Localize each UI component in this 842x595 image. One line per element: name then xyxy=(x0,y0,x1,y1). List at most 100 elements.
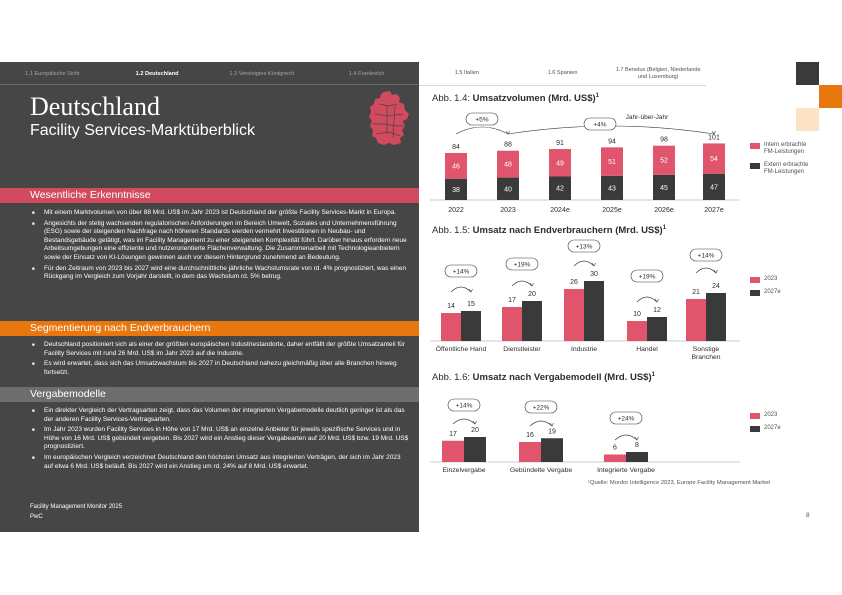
bar-extern xyxy=(601,175,623,200)
x-tick-label: Dienstleister xyxy=(503,346,541,353)
corner-square xyxy=(819,85,842,108)
x-tick-label: 2022 xyxy=(448,207,464,214)
bar-intern xyxy=(549,149,571,177)
growth-bubble xyxy=(689,248,723,262)
bar-value-label: 6 xyxy=(613,445,617,452)
legend-swatch xyxy=(750,163,760,169)
yoy-label: Jahr-über-Jahr xyxy=(626,114,669,121)
list-item: Im europäischen Vergleich verzeichnet De… xyxy=(30,454,410,471)
growth-arc xyxy=(573,260,595,267)
bar-value-label: 20 xyxy=(528,291,536,298)
bar-value-label: 45 xyxy=(660,185,668,192)
bar-value-label: 46 xyxy=(452,163,460,170)
chart-title-umsatzvolumen: Abb. 1.4: Umsatzvolumen (Mrd. US$)1 xyxy=(432,93,600,105)
growth-label: +4% xyxy=(593,122,606,129)
bar-extern xyxy=(445,178,467,200)
tab-frankreich[interactable]: 1.4 Frankreich xyxy=(348,71,385,77)
growth-arc xyxy=(450,286,472,293)
bar-value-label: 15 xyxy=(467,301,475,308)
bar-2023 xyxy=(604,454,626,462)
section-heading-segmentierung: Segmentierung nach Endverbrauchern xyxy=(0,321,419,336)
bullet-list-segmentierung: Deutschland positioniert sich als einer … xyxy=(30,341,410,379)
list-item: Mit einem Marktvolumen von über 88 Mrd. … xyxy=(30,209,410,218)
page-title: Deutschland xyxy=(30,92,160,121)
arrow-head xyxy=(472,420,477,425)
corner-square xyxy=(796,62,819,85)
growth-bubble xyxy=(524,400,558,414)
growth-arc xyxy=(636,296,658,303)
tab-europaeische-sicht[interactable]: 1.1 Europäische Sicht xyxy=(25,71,80,77)
x-tick-label: Öffentliche Hand xyxy=(436,345,487,353)
bar-value-label: 17 xyxy=(508,297,516,304)
growth-arc xyxy=(511,280,533,287)
x-tick-label: Sonstige xyxy=(693,346,720,353)
legend-item: 2027e xyxy=(750,425,781,432)
tab-benelux[interactable]: 1.7 Benelux (Belgien, Niederlande und Lu… xyxy=(615,67,701,80)
bar-value-label: 16 xyxy=(526,432,534,439)
growth-bubble xyxy=(447,398,481,412)
legend-item: Extern erbrachte FM-Leistungen xyxy=(750,162,814,176)
bar-value-label: 47 xyxy=(710,184,718,191)
legend-chart1: Intern erbrachte FM-Leistungen Extern er… xyxy=(750,142,814,182)
growth-label: +13% xyxy=(576,244,593,251)
arrow-head xyxy=(549,422,554,427)
bar-2023 xyxy=(564,289,584,341)
arrow-head xyxy=(529,282,534,287)
legend-item: Intern erbrachte FM-Leistungen xyxy=(750,142,814,156)
bar-intern xyxy=(703,143,725,174)
growth-bubble xyxy=(583,117,617,131)
bar-2023 xyxy=(627,321,647,341)
growth-bubble xyxy=(609,411,643,425)
growth-arc xyxy=(695,267,717,274)
page-number: 8 xyxy=(806,512,810,519)
tab-spanien[interactable]: 1.6 Spanien xyxy=(547,70,578,77)
x-tick-label: Gebündelte Vergabe xyxy=(510,467,573,474)
legend-item: 2023 xyxy=(750,276,781,283)
growth-bubble xyxy=(567,239,601,253)
growth-label: +14% xyxy=(453,269,470,276)
chart-title-vergabemodell: Abb. 1.6: Umsatz nach Vergabemodell (Mrd… xyxy=(432,372,655,384)
chart-title-endverbraucher: Abb. 1.5: Umsatz nach Endverbrauchern (M… xyxy=(432,225,667,237)
bar-value-label: 20 xyxy=(471,427,479,434)
arrow-head xyxy=(468,288,473,293)
legend-item: 2027e xyxy=(750,289,781,296)
growth-label: +22% xyxy=(533,405,550,412)
bar-2023 xyxy=(686,299,706,341)
source-note: ¹Quelle: Mordor Intelligence 2023, Europ… xyxy=(588,480,771,486)
growth-label: +5% xyxy=(475,117,488,124)
corner-square xyxy=(796,108,819,131)
bar-value-label: 10 xyxy=(633,311,641,318)
legend-swatch xyxy=(750,426,760,432)
x-tick-label: Einzelvergabe xyxy=(442,467,485,474)
x-tick-label: 2027e xyxy=(704,207,724,214)
bar-2027e xyxy=(541,438,563,462)
tab-vereinigtes-koenigreich[interactable]: 1.3 Vereinigtes Königreich xyxy=(229,71,295,77)
growth-arc xyxy=(529,420,553,427)
bar-2027e xyxy=(584,281,604,341)
arrow-head xyxy=(591,262,596,267)
bar-2027e xyxy=(706,293,726,341)
legend-chart3: 2023 2027e xyxy=(750,412,781,438)
x-tick-label: 2025e xyxy=(602,207,622,214)
bar-2027e xyxy=(626,452,648,462)
bar-2027e xyxy=(464,437,486,462)
bar-value-label: 17 xyxy=(449,431,457,438)
list-item: Im Jahr 2023 wurden Facility Services in… xyxy=(30,426,410,452)
bar-2023 xyxy=(519,442,541,462)
bar-value-label: 52 xyxy=(660,158,668,165)
growth-bubble xyxy=(444,264,478,278)
bar-value-label: 21 xyxy=(692,289,700,296)
x-tick-label: Industrie xyxy=(571,346,597,353)
list-item: Es wird erwartet, dass sich das Umsatzwa… xyxy=(30,360,410,377)
arrow-head xyxy=(713,269,718,274)
bar-total-label: 91 xyxy=(556,140,564,147)
tab-deutschland[interactable]: 1.2 Deutschland xyxy=(135,71,179,77)
bar-2023 xyxy=(441,313,461,341)
growth-arc xyxy=(455,126,509,135)
legend-swatch xyxy=(750,277,760,283)
tab-italien[interactable]: 1.5 Italien xyxy=(454,70,479,77)
bar-extern xyxy=(653,174,675,200)
legend-swatch xyxy=(750,413,760,419)
bar-intern xyxy=(445,152,467,179)
bar-2027e xyxy=(522,301,542,341)
